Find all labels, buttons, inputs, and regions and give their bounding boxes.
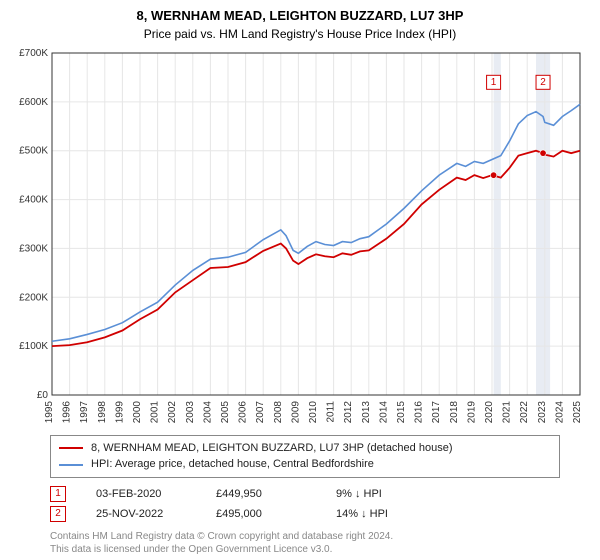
x-axis-label: 2017 — [431, 400, 442, 423]
x-axis-label: 2000 — [132, 400, 143, 423]
marker-date: 25-NOV-2022 — [96, 508, 186, 520]
marker-date: 03-FEB-2020 — [96, 488, 186, 500]
x-axis-label: 2009 — [290, 400, 301, 423]
marker-price: £449,950 — [216, 488, 306, 500]
marker-pct: 14% ↓ HPI — [336, 508, 426, 520]
x-axis-label: 2022 — [519, 400, 530, 423]
y-axis-label: £0 — [37, 390, 49, 401]
chart-area: £0 £100K £200K £300K £400K £500K £600K £700K 199… — [10, 47, 590, 427]
data-point-dot — [540, 150, 546, 156]
x-axis-label: 2014 — [378, 400, 389, 423]
x-axis-label: 2019 — [466, 400, 477, 423]
x-axis-label: 2005 — [220, 400, 231, 423]
data-point-dot — [490, 172, 496, 178]
marker-row: 2 25-NOV-2022 £495,000 14% ↓ HPI — [50, 504, 560, 524]
legend-row: 8, WERNHAM MEAD, LEIGHTON BUZZARD, LU7 3… — [59, 440, 551, 457]
plot-marker-num: 1 — [491, 77, 497, 88]
x-axis-label: 2025 — [572, 400, 583, 423]
footnote: Contains HM Land Registry data © Crown c… — [50, 530, 590, 556]
marker-number: 1 — [50, 486, 66, 502]
x-axis-label: 2006 — [238, 400, 249, 423]
x-axis-label: 2018 — [449, 400, 460, 423]
x-axis-label: 1997 — [79, 400, 90, 423]
marker-table: 1 03-FEB-2020 £449,950 9% ↓ HPI 2 25-NOV-2022… — [50, 484, 560, 524]
x-axis-label: 2023 — [537, 400, 548, 423]
legend-label: HPI: Average price, detached house, Cent… — [91, 456, 374, 473]
x-axis-label: 2016 — [414, 400, 425, 423]
footnote-line2: This data is licensed under the Open Gov… — [50, 543, 590, 556]
legend-box: 8, WERNHAM MEAD, LEIGHTON BUZZARD, LU7 3… — [50, 435, 560, 478]
line-chart: £0 £100K £200K £300K £400K £500K £600K £700K 199… — [10, 47, 590, 427]
x-axis-label: 2007 — [255, 400, 266, 423]
legend-label: 8, WERNHAM MEAD, LEIGHTON BUZZARD, LU7 3… — [91, 440, 452, 457]
x-axis-label: 2003 — [185, 400, 196, 423]
marker-row: 1 03-FEB-2020 £449,950 9% ↓ HPI — [50, 484, 560, 504]
x-axis-label: 1995 — [44, 400, 55, 423]
x-axis-label: 1996 — [62, 400, 73, 423]
footnote-line1: Contains HM Land Registry data © Crown c… — [50, 530, 590, 543]
x-axis-label: 2001 — [150, 400, 161, 423]
x-axis-label: 2021 — [502, 400, 513, 423]
chart-subtitle: Price paid vs. HM Land Registry's House … — [10, 27, 590, 41]
x-axis-label: 2020 — [484, 400, 495, 423]
marker-price: £495,000 — [216, 508, 306, 520]
chart-title: 8, WERNHAM MEAD, LEIGHTON BUZZARD, LU7 3… — [10, 8, 590, 25]
x-axis-label: 2004 — [202, 400, 213, 423]
legend-swatch — [59, 447, 83, 449]
x-axis-label: 2002 — [167, 400, 178, 423]
x-axis-label: 2015 — [396, 400, 407, 423]
y-axis-label: £400K — [19, 194, 48, 205]
x-axis-label: 2010 — [308, 400, 319, 423]
chart-container: 8, WERNHAM MEAD, LEIGHTON BUZZARD, LU7 3… — [0, 0, 600, 560]
highlight-band — [536, 53, 550, 395]
legend-row: HPI: Average price, detached house, Cent… — [59, 456, 551, 473]
x-axis-label: 2008 — [273, 400, 284, 423]
marker-number: 2 — [50, 506, 66, 522]
y-axis-label: £200K — [19, 292, 48, 303]
plot-marker-num: 2 — [540, 77, 546, 88]
y-axis-label: £100K — [19, 341, 48, 352]
x-axis-label: 1998 — [97, 400, 108, 423]
legend-swatch — [59, 464, 83, 466]
marker-pct: 9% ↓ HPI — [336, 488, 426, 500]
highlight-band — [494, 53, 501, 395]
y-axis-label: £600K — [19, 97, 48, 108]
y-axis-label: £300K — [19, 243, 48, 254]
y-axis-label: £500K — [19, 146, 48, 157]
x-axis-label: 2013 — [361, 400, 372, 423]
x-axis-label: 2011 — [326, 400, 337, 422]
x-axis-label: 2012 — [343, 400, 354, 423]
x-axis-label: 2024 — [554, 400, 565, 423]
y-axis-label: £700K — [19, 48, 48, 59]
x-axis-label: 1999 — [114, 400, 125, 423]
